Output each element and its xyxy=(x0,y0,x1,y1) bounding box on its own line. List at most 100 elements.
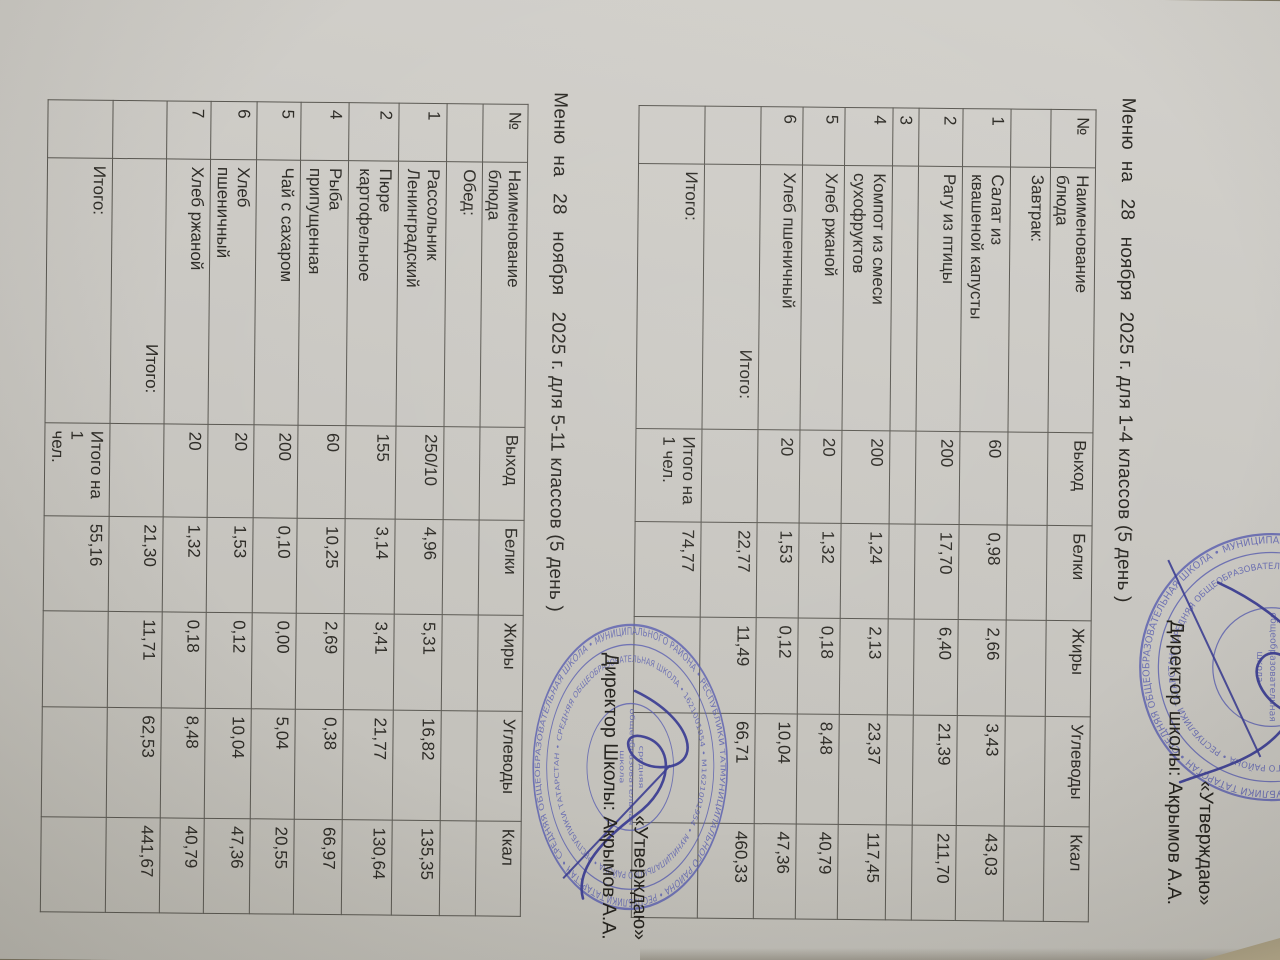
table-cell: 117,45 xyxy=(837,824,887,920)
table-cell: 16,82 xyxy=(391,710,441,821)
table-cell: 21,30 xyxy=(108,516,164,612)
table-cell: 3,43 xyxy=(955,715,1005,827)
table-cell: 200 xyxy=(840,430,890,524)
director-signature-line: Директор школы: Акрымов А.А. xyxy=(1162,620,1188,906)
table-cell: 20 xyxy=(163,423,209,518)
table-cell: 62,53 xyxy=(106,707,162,818)
table-cell: Итого: xyxy=(44,157,113,424)
table-cell: 1,32 xyxy=(798,523,841,619)
table-cell: 4,96 xyxy=(393,519,443,615)
table-cell: 66,71 xyxy=(698,713,756,824)
director-signature-line: Директор Школы: Акрымов А.А. xyxy=(597,652,622,940)
approval-block-2: «Утверждаю» Директор Школы: Акрымов А.А. xyxy=(596,590,654,940)
table-cell: 60 xyxy=(296,425,346,519)
table-cell: 20 xyxy=(207,424,254,518)
table-cell: 0,18 xyxy=(797,618,841,715)
table-cell: 10,04 xyxy=(204,708,251,819)
table-cell: 66,97 xyxy=(292,819,342,915)
table-cell: 47,36 xyxy=(753,823,797,920)
table-cell: 6 xyxy=(210,101,257,160)
table-cell xyxy=(700,429,758,523)
header-cell: № xyxy=(482,103,529,163)
table-cell: 60 xyxy=(958,431,1008,526)
table-cell xyxy=(1010,109,1051,168)
table-cell xyxy=(886,714,913,826)
table-cell: Салат из квашеной капусты xyxy=(959,166,1011,433)
table-cell: Хлеб пшеничный xyxy=(757,164,803,431)
table-cell: 10,04 xyxy=(754,713,798,825)
table-cell: 0,00 xyxy=(250,612,296,710)
table-cell: 200 xyxy=(252,424,298,519)
table-cell: 200 xyxy=(914,431,960,525)
table-cell xyxy=(440,614,478,711)
table-cell: 211,70 xyxy=(910,825,956,921)
approval-word: «Утверждаю» xyxy=(1193,780,1218,906)
table-cell: 7 xyxy=(166,100,212,160)
table-cell: Чай с сахаром xyxy=(253,159,301,426)
table-cell: Итого на 1 чел. xyxy=(44,422,111,517)
header-cell: Наименование блюда xyxy=(479,161,528,428)
table-cell: Рассольник Ленинградский xyxy=(395,161,447,427)
table-cell xyxy=(47,99,114,159)
header-cell: Жиры xyxy=(476,614,524,712)
table-cell: Хлеб ржаной xyxy=(799,165,845,431)
table-cell: 5,04 xyxy=(249,708,295,820)
table-cell: 20,55 xyxy=(248,818,294,915)
table-cell: Хлеб ржаной xyxy=(164,158,211,425)
header-cell: Углеводы xyxy=(1043,716,1091,827)
table-cell: 0,12 xyxy=(205,612,252,709)
table-cell: Итого: xyxy=(635,163,705,430)
table-cell: 10,25 xyxy=(295,518,345,614)
table-cell: 1,24 xyxy=(840,523,889,619)
table-cell: Обед: xyxy=(443,161,483,427)
table-cell xyxy=(889,165,919,432)
header-cell: Ккал xyxy=(1042,826,1090,922)
table-cell: Итого: xyxy=(110,158,167,424)
table-cell xyxy=(888,430,916,525)
table-cell: 23,37 xyxy=(838,714,888,825)
table-cell: Итого на 1 чел. xyxy=(634,428,702,523)
header-cell: Белки xyxy=(477,519,525,616)
svg-text:общеобразовательная: общеобразовательная xyxy=(1267,612,1278,722)
header-cell: Жиры xyxy=(1044,620,1092,717)
table-cell: 1,32 xyxy=(162,516,208,613)
table-cell xyxy=(1006,432,1048,526)
menu-table-grades-1-4: № Наименование блюда Выход Белки Жиры Углевод… xyxy=(631,105,1097,922)
header-cell: Наименование блюда xyxy=(1047,167,1096,433)
table-cell: 1,53 xyxy=(756,522,799,619)
svg-text:школа: школа xyxy=(1254,651,1264,682)
table-cell xyxy=(1003,716,1045,827)
menu-table-grades-5-11: № Наименование блюда Выход Белки Жиры Углевод… xyxy=(40,99,529,917)
header-cell: Ккал xyxy=(474,820,522,917)
table-cell: 11,71 xyxy=(107,611,163,708)
approval-block-1: «Утверждаю» Директор школы: Акрымов А.А. xyxy=(1161,555,1219,906)
table-cell: 1 xyxy=(398,103,447,162)
table-cell: Пюре картофельное xyxy=(345,160,399,427)
header-cell: Белки xyxy=(1045,525,1093,621)
table-cell: 2 xyxy=(918,108,963,167)
table-cell: 3,14 xyxy=(343,518,395,615)
table-cell: 4 xyxy=(844,107,893,166)
table-cell: 3 xyxy=(892,107,919,167)
table-cell: 6,40 xyxy=(912,619,958,716)
table-cell: 2,69 xyxy=(294,613,344,710)
table-cell: 3,41 xyxy=(342,613,394,711)
table-cell: 20 xyxy=(756,429,800,524)
table-cell xyxy=(42,610,109,708)
table-cell: 11,49 xyxy=(699,617,757,714)
table-cell xyxy=(441,519,479,615)
table-cell xyxy=(41,706,108,818)
table-cell: 250/10 xyxy=(394,426,444,520)
table-cell: 22,77 xyxy=(700,522,757,618)
table-cell xyxy=(887,618,914,716)
table-cell: Итого: xyxy=(701,164,761,430)
table-cell: Хлеб пшеничный xyxy=(208,159,257,425)
table-cell: 0,10 xyxy=(251,517,297,614)
table-cell xyxy=(438,820,476,916)
table-cell: Компот из смеси сухофруктов xyxy=(841,165,893,431)
table-cell: Рагу из птицы xyxy=(915,166,963,432)
table-cell xyxy=(109,423,165,517)
table-cell: 0,98 xyxy=(957,524,1007,621)
